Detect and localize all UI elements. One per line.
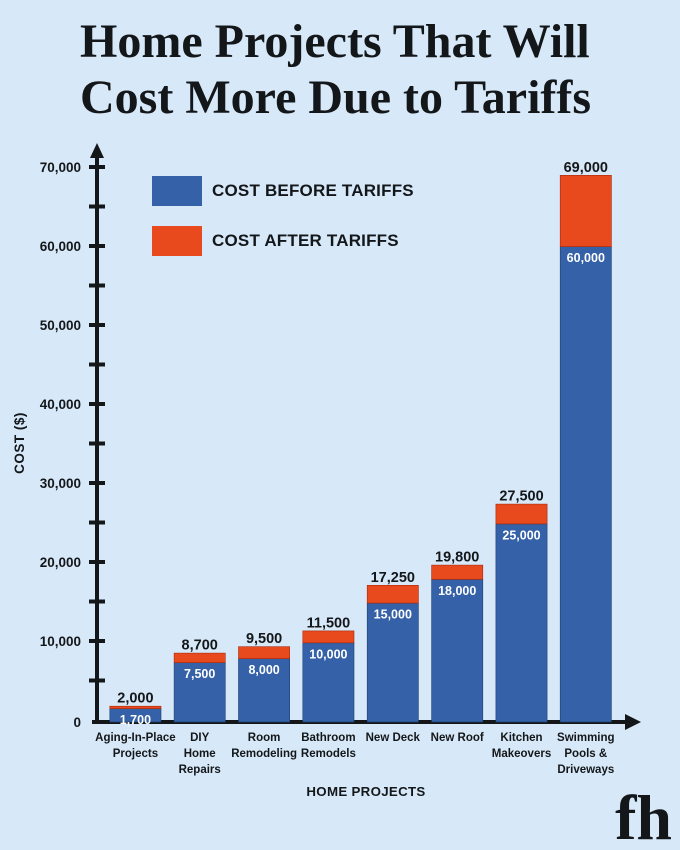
svg-text:15,000: 15,000 <box>374 608 412 622</box>
svg-text:8,000: 8,000 <box>248 663 279 677</box>
svg-text:COST ($): COST ($) <box>12 412 27 474</box>
svg-text:25,000: 25,000 <box>502 528 540 542</box>
svg-text:50,000: 50,000 <box>40 318 81 333</box>
svg-text:fh: fh <box>615 782 672 850</box>
svg-text:10,000: 10,000 <box>40 634 81 649</box>
svg-text:New Roof: New Roof <box>431 732 484 744</box>
svg-text:27,500: 27,500 <box>499 489 543 505</box>
svg-text:60,000: 60,000 <box>40 239 81 254</box>
svg-text:60,000: 60,000 <box>567 251 605 265</box>
svg-text:11,500: 11,500 <box>307 615 351 631</box>
svg-text:2,000: 2,000 <box>117 691 153 707</box>
svg-text:HOME PROJECTS: HOME PROJECTS <box>306 784 425 799</box>
svg-text:8,700: 8,700 <box>182 638 218 654</box>
svg-text:20,000: 20,000 <box>40 555 81 570</box>
svg-text:70,000: 70,000 <box>40 160 81 175</box>
svg-text:9,500: 9,500 <box>246 631 282 647</box>
svg-text:19,800: 19,800 <box>435 550 479 566</box>
svg-text:17,250: 17,250 <box>371 570 415 586</box>
svg-text:10,000: 10,000 <box>309 647 347 661</box>
svg-text:40,000: 40,000 <box>40 397 81 412</box>
svg-text:1,700: 1,700 <box>120 713 151 727</box>
svg-text:18,000: 18,000 <box>438 584 476 598</box>
svg-text:0: 0 <box>73 715 81 730</box>
svg-text:New Deck: New Deck <box>366 732 421 744</box>
svg-text:30,000: 30,000 <box>40 476 81 491</box>
svg-text:69,000: 69,000 <box>564 160 608 176</box>
svg-text:7,500: 7,500 <box>184 667 215 681</box>
